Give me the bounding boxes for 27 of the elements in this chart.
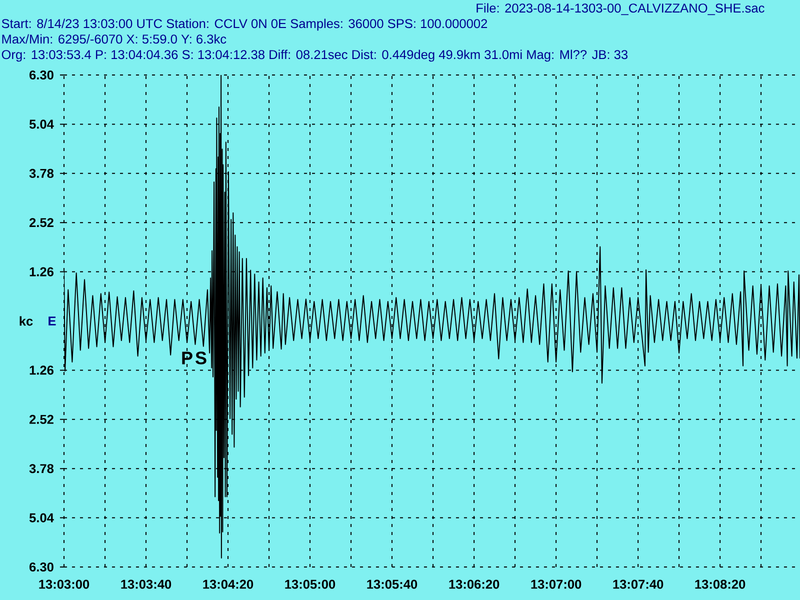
y-tick-label: 6.30 — [30, 70, 54, 80]
y-tick-label: 1.26 — [30, 366, 54, 375]
y-tick-label: 5.04 — [29, 513, 54, 522]
x-tick-label: 13:07:40 — [613, 580, 664, 589]
text: Max/Min: 6295/-6070 X: 5:59.0 Y: 6.3kc — [2, 34, 226, 44]
y-tick-label: 2.52 — [29, 218, 54, 228]
chart-subtitle: Start: 8/14/23 13:03:00 UTC Station: CCLV 0N 0E Samples: 36000 SPS: 100.000002 — [2, 18, 488, 31]
x-tick-label: 13:06:20 — [449, 580, 500, 589]
y-tick-label: 3.78 — [29, 464, 54, 474]
x-tick-label: 13:08:20 — [695, 580, 746, 589]
annotation: S — [196, 352, 206, 364]
y-tick-label: 5.04 — [29, 120, 54, 129]
x-tick-label: 13:05:40 — [367, 580, 418, 589]
chart-title: File: 2023-08-14-1303-00_CALVIZZANO_SHE.sac — [476, 3, 764, 16]
x-tick-label: 13:03:40 — [121, 580, 172, 589]
y-tick-label: 6.30 — [30, 562, 54, 572]
y-tick-label: 3.78 — [29, 168, 54, 178]
x-tick-label: 13:07:00 — [531, 580, 582, 589]
x-tick-label: 13:05:00 — [285, 580, 336, 589]
text: Org: 13:03:53.4 P: 13:04:04.36 S: 13:04:12.38 Diff: 08.21sec Dist: 0.449deg 49.9km 31.0mi Mag: Ml?? JB: 33 — [2, 50, 628, 62]
annotation: P — [182, 352, 192, 364]
y-axis-title: kc — [20, 316, 33, 326]
x-tick-label: 13:04:20 — [203, 580, 254, 589]
y-tick-label: 2.52 — [29, 414, 54, 424]
text: E — [48, 316, 56, 326]
x-tick-label: 13:03:00 — [39, 580, 90, 589]
y-tick-label: 1.26 — [30, 267, 54, 276]
